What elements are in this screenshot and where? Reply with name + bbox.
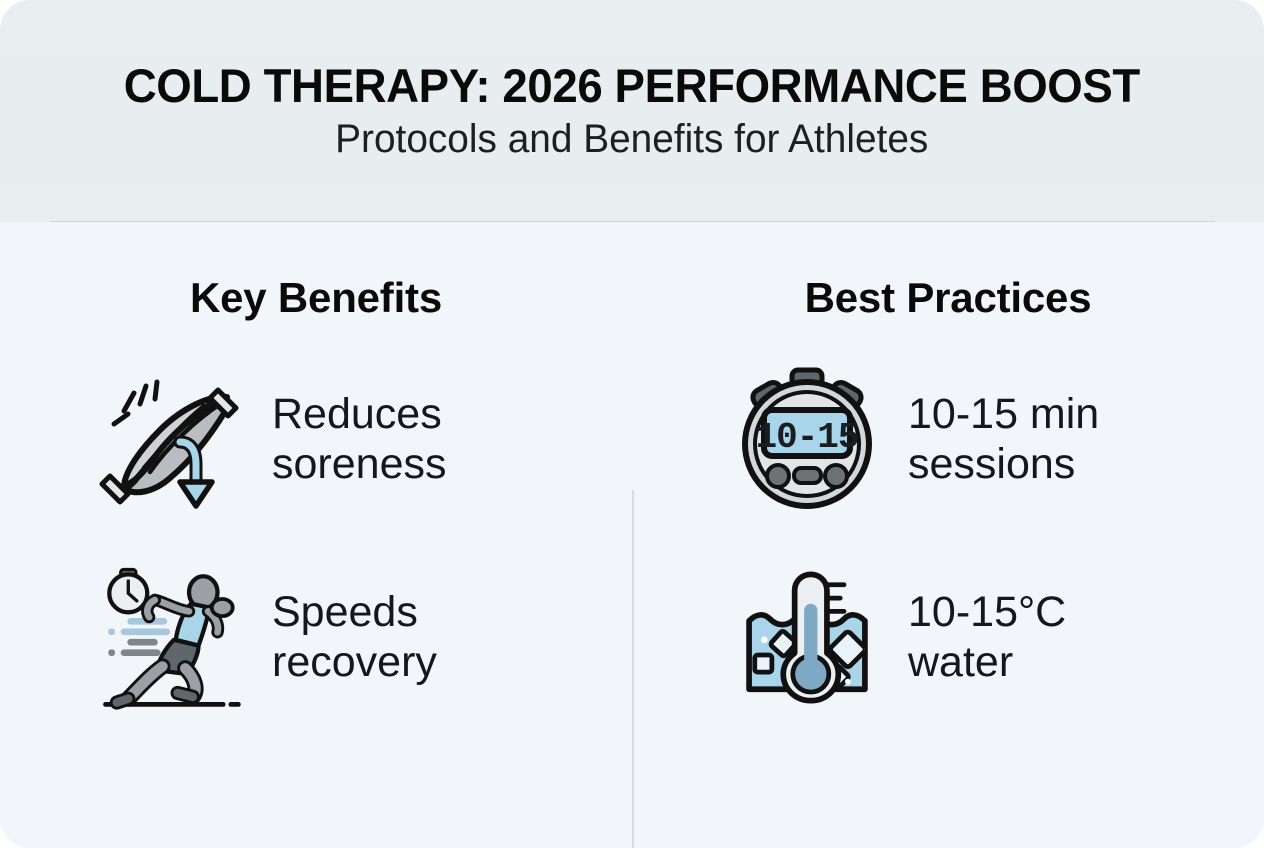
content-body: Key Benefits: [0, 222, 1264, 848]
list-item: 10-15 10-15 min sessions: [632, 364, 1264, 514]
list-item: Speeds recovery: [0, 562, 632, 712]
column-title-best-practices: Best Practices: [804, 274, 1092, 321]
list-item-label: Speeds recovery: [272, 587, 437, 686]
list-item-label: 10-15 min sessions: [908, 389, 1100, 488]
running-athlete-stopwatch-icon: [96, 562, 246, 712]
list-item-label: Reduces soreness: [272, 389, 447, 488]
list-item: Reduces soreness: [0, 364, 632, 514]
timer-display-value: 10-15: [755, 417, 858, 458]
list-item-label: 10-15°C water: [908, 587, 1067, 686]
column-best-practices: Best Practices: [632, 222, 1264, 848]
sore-muscle-icon: [96, 364, 246, 514]
header: COLD THERAPY: 2026 PERFORMANCE BOOST Pro…: [0, 0, 1264, 222]
column-divider: [632, 490, 634, 848]
column-title-key-benefits: Key Benefits: [189, 274, 443, 321]
page-subtitle: Protocols and Benefits for Athletes: [335, 117, 929, 162]
benefit-list: Reduces soreness: [0, 364, 632, 712]
thermometer-ice-bath-icon: [732, 562, 882, 712]
page-title: COLD THERAPY: 2026 PERFORMANCE BOOST: [123, 58, 1141, 112]
list-item: 10-15°C water: [632, 562, 1264, 712]
practice-list: 10-15 10-15 min sessions: [632, 364, 1264, 712]
column-key-benefits: Key Benefits: [0, 222, 632, 848]
digital-timer-icon: 10-15: [732, 364, 882, 514]
